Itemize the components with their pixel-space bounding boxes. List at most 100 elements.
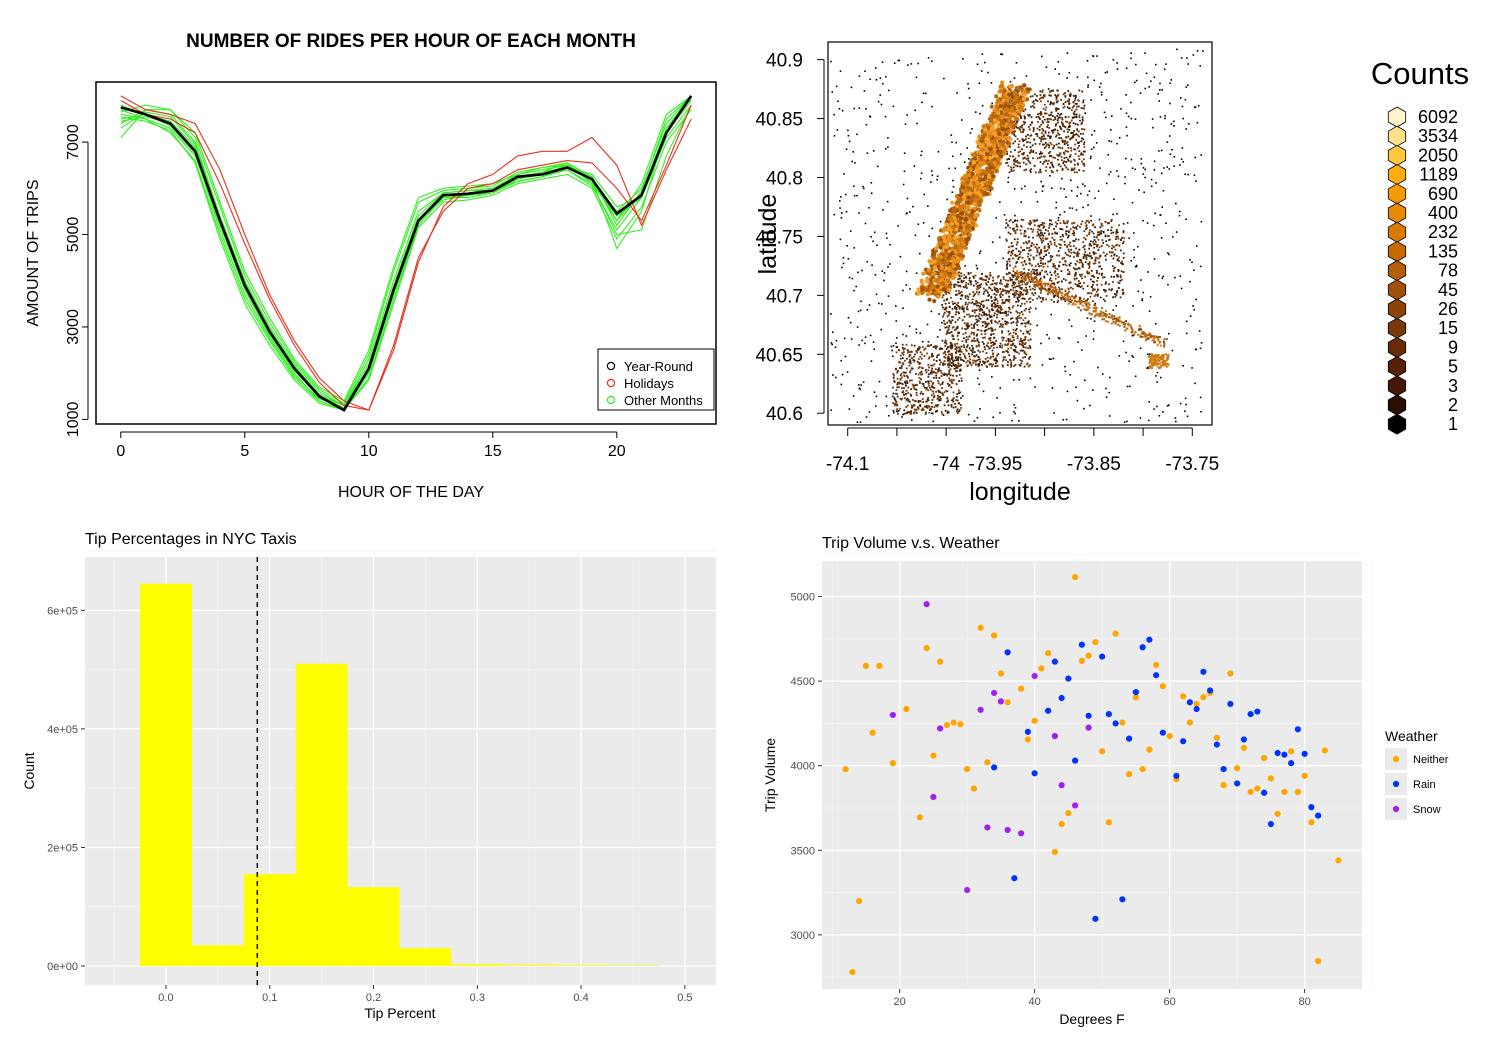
map-point (1038, 98, 1041, 100)
map-point (1039, 297, 1042, 299)
map-point (1020, 291, 1023, 294)
map-point (1002, 356, 1005, 359)
map-point (1042, 129, 1045, 132)
map-point (1128, 237, 1130, 240)
map-point (1018, 363, 1021, 366)
map-point (1091, 286, 1093, 289)
map-point (1074, 148, 1077, 151)
map-point (906, 411, 908, 414)
map-point (1066, 244, 1069, 247)
map-point (981, 53, 984, 56)
map-point (993, 359, 996, 362)
map-point (1052, 166, 1055, 168)
map-point (1194, 156, 1197, 159)
map-hexbin (959, 235, 964, 241)
map-point (947, 385, 950, 388)
map-point (1035, 254, 1038, 257)
map-point (1038, 152, 1041, 155)
map-point (958, 380, 960, 382)
map-point (968, 97, 971, 99)
map-point (946, 332, 949, 334)
map-point (1038, 233, 1040, 236)
map-point (948, 371, 951, 374)
map-point (930, 364, 933, 367)
map-point (977, 293, 980, 296)
map-point (1053, 300, 1055, 303)
map-point (1038, 136, 1041, 139)
map-point (905, 335, 908, 337)
map-point (1073, 148, 1076, 151)
map-point (833, 113, 835, 116)
map-point (1019, 129, 1021, 131)
map-point (1058, 243, 1060, 246)
map-point (1085, 220, 1088, 222)
map-point (1045, 270, 1048, 273)
map-point (1016, 120, 1019, 123)
map-point (1102, 241, 1105, 244)
map-point (1110, 140, 1113, 143)
map-point (947, 355, 950, 358)
map-point (832, 374, 834, 376)
map-hexbin (951, 275, 956, 281)
map-point (1008, 145, 1011, 148)
map-point (907, 391, 910, 394)
map-point (880, 103, 883, 106)
map-point (1071, 167, 1073, 170)
map-point (1048, 358, 1051, 360)
map-point (949, 368, 952, 371)
map-point (1036, 135, 1039, 137)
map-point (895, 346, 898, 349)
map-point (1099, 296, 1102, 299)
map-point (1064, 116, 1067, 119)
map-point (968, 315, 971, 318)
map-point (979, 112, 981, 115)
map-point (985, 289, 988, 292)
map-point (896, 371, 899, 374)
map-point (976, 377, 979, 380)
series-line-holidays-1 (120, 95, 692, 411)
map-point (1026, 283, 1028, 286)
map-point (1010, 317, 1012, 320)
map-point (837, 100, 839, 103)
map-point (1003, 336, 1005, 339)
map-point (868, 206, 870, 209)
map-point (1085, 256, 1088, 259)
map-point (1076, 128, 1078, 131)
map-point (1063, 105, 1066, 108)
map-point (928, 356, 931, 359)
map-hexbin (947, 267, 952, 273)
map-point (1065, 142, 1068, 145)
map-point (1025, 330, 1028, 333)
map-point (1029, 297, 1032, 300)
map-point (906, 357, 908, 360)
map-point (1065, 230, 1067, 232)
map-point (995, 282, 998, 284)
map-point (1003, 284, 1006, 287)
map-point (962, 344, 965, 347)
map-point (968, 325, 971, 328)
map-point (1021, 148, 1023, 151)
map-point (995, 359, 998, 361)
map-point (1033, 283, 1036, 286)
map-point (1088, 262, 1091, 265)
map-point (910, 394, 913, 397)
map-point (1189, 315, 1192, 318)
map-point (919, 332, 922, 335)
map-point (1053, 282, 1055, 285)
map-point (1019, 286, 1022, 289)
map-point (913, 359, 916, 362)
map-point (1001, 298, 1004, 301)
map-point (1041, 185, 1044, 188)
map-point (1036, 127, 1039, 130)
map-point (932, 396, 935, 399)
map-point (1012, 379, 1015, 381)
map-point (894, 399, 897, 402)
map-point (834, 346, 837, 348)
map-point (1096, 294, 1099, 297)
map-point (987, 280, 990, 283)
map-point (1013, 339, 1016, 341)
map-point (915, 400, 917, 403)
map-point (1075, 102, 1078, 105)
map-point (979, 286, 982, 288)
map-point (1121, 260, 1123, 263)
